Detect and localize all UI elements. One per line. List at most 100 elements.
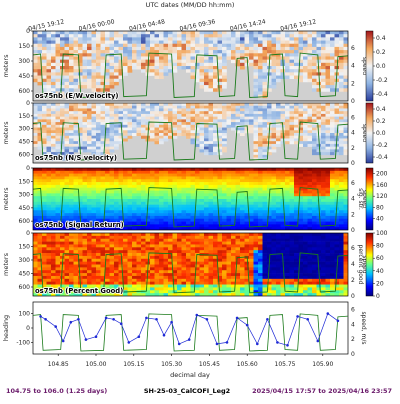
heatmap-cell bbox=[132, 63, 137, 66]
heatmap-cell bbox=[65, 82, 70, 85]
heatmap-cell bbox=[195, 56, 200, 59]
heatmap-cell bbox=[218, 41, 223, 44]
heatmap-cell bbox=[123, 69, 128, 72]
heatmap-cell bbox=[101, 130, 106, 133]
heatmap-cell bbox=[159, 191, 164, 194]
heatmap-cell bbox=[195, 213, 200, 216]
heatmap-cell bbox=[222, 171, 227, 174]
heatmap-cell bbox=[186, 285, 191, 288]
heatmap-cell bbox=[308, 207, 313, 210]
heatmap-cell bbox=[33, 207, 38, 210]
heatmap-cell bbox=[330, 47, 335, 50]
heatmap-cell bbox=[290, 69, 295, 72]
heatmap-cell bbox=[141, 265, 146, 268]
heatmap-cell bbox=[33, 117, 38, 120]
heatmap-cell bbox=[294, 41, 299, 44]
heatmap-cell bbox=[96, 282, 101, 285]
heatmap-cell bbox=[101, 66, 106, 69]
heatmap-cell bbox=[177, 282, 182, 285]
heatmap-cell bbox=[141, 108, 146, 111]
heatmap-cell bbox=[168, 279, 173, 282]
heatmap-cell bbox=[87, 130, 92, 133]
heatmap-cell bbox=[65, 239, 70, 242]
heatmap-cell bbox=[182, 60, 187, 63]
heatmap-cell bbox=[78, 247, 83, 250]
heatmap-cell bbox=[137, 56, 142, 59]
heatmap-cell bbox=[159, 168, 164, 171]
heatmap-cell bbox=[173, 236, 178, 239]
heatmap-cell bbox=[344, 171, 349, 174]
heatmap-cell bbox=[137, 31, 142, 34]
heatmap-cell bbox=[204, 270, 209, 273]
heatmap-cell bbox=[222, 239, 227, 242]
heatmap-cell bbox=[299, 103, 304, 106]
heatmap-cell bbox=[227, 108, 232, 111]
heatmap-cell bbox=[101, 236, 106, 239]
heatmap-cell bbox=[74, 202, 79, 205]
heatmap-cell bbox=[141, 242, 146, 245]
heatmap-cell bbox=[33, 191, 38, 194]
heatmap-cell bbox=[56, 210, 61, 213]
heatmap-cell bbox=[123, 185, 128, 188]
heatmap-cell bbox=[191, 182, 196, 185]
heatmap-cell bbox=[114, 128, 119, 131]
heatmap-cell bbox=[200, 242, 205, 245]
heatmap-cell bbox=[209, 196, 214, 199]
heatmap-cell bbox=[236, 122, 241, 125]
heatmap-cell bbox=[321, 188, 326, 191]
heatmap-cell bbox=[339, 174, 344, 177]
heatmap-cell bbox=[245, 44, 250, 47]
heatmap-cell bbox=[263, 147, 268, 150]
heatmap-cell bbox=[272, 176, 277, 179]
heatmap-cell bbox=[96, 176, 101, 179]
heatmap-cell bbox=[254, 171, 259, 174]
heatmap-cell bbox=[258, 50, 263, 53]
heatmap-cell bbox=[218, 259, 223, 262]
heatmap-cell bbox=[326, 207, 331, 210]
heatmap-cell bbox=[263, 60, 268, 63]
heatmap-cell bbox=[159, 103, 164, 106]
heatmap-cell bbox=[177, 122, 182, 125]
heatmap-cell bbox=[56, 133, 61, 136]
heatmap-cell bbox=[312, 171, 317, 174]
heatmap-cell bbox=[254, 179, 259, 182]
heatmap-cell bbox=[101, 44, 106, 47]
heatmap-cell bbox=[137, 103, 142, 106]
heatmap-cell bbox=[213, 171, 218, 174]
heatmap-cell bbox=[51, 147, 56, 150]
heatmap-cell bbox=[281, 207, 286, 210]
heatmap-cell bbox=[294, 103, 299, 106]
heatmap-cell bbox=[114, 242, 119, 245]
heatmap-cell bbox=[150, 265, 155, 268]
heatmap-cell bbox=[69, 244, 74, 247]
heatmap-cell bbox=[245, 34, 250, 37]
heatmap-cell bbox=[110, 106, 115, 109]
panel-title: os75nb (N/S velocity) bbox=[35, 154, 117, 162]
heatmap-cell bbox=[254, 196, 259, 199]
heatmap-cell bbox=[191, 205, 196, 208]
heatmap-cell bbox=[263, 191, 268, 194]
heatmap-cell bbox=[146, 171, 151, 174]
heatmap-cell bbox=[96, 76, 101, 79]
heatmap-cell bbox=[213, 216, 218, 219]
heatmap-cell bbox=[227, 171, 232, 174]
heatmap-cell bbox=[56, 130, 61, 133]
heatmap-cell bbox=[321, 176, 326, 179]
heatmap-cell bbox=[294, 207, 299, 210]
heatmap-cell bbox=[249, 31, 254, 34]
heatmap-cell bbox=[321, 119, 326, 122]
heatmap-cell bbox=[236, 108, 241, 111]
heatmap-cell bbox=[128, 199, 133, 202]
heatmap-cell bbox=[213, 287, 218, 290]
heatmap-cell bbox=[159, 242, 164, 245]
heatmap-cell bbox=[200, 117, 205, 120]
heatmap-cell bbox=[47, 262, 52, 265]
heatmap-cell bbox=[51, 196, 56, 199]
heatmap-cell bbox=[222, 76, 227, 79]
heatmap-cell bbox=[87, 188, 92, 191]
heatmap-cell bbox=[339, 207, 344, 210]
heatmap-cell bbox=[240, 250, 245, 253]
heatmap-cell bbox=[168, 41, 173, 44]
heatmap-cell bbox=[182, 262, 187, 265]
heatmap-cell bbox=[200, 176, 205, 179]
